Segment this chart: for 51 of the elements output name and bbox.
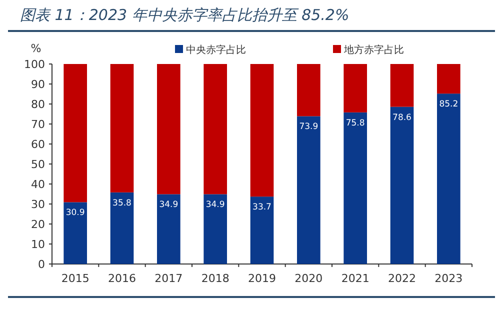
y-tick-label: 90	[31, 78, 45, 91]
data-label: 78.6	[392, 112, 412, 123]
y-tick-label: 60	[31, 138, 45, 151]
x-tick-label: 2017	[154, 272, 183, 285]
data-label: 73.9	[299, 122, 318, 132]
data-label: 35.8	[112, 198, 132, 208]
y-tick-label: 70	[31, 118, 45, 131]
bar	[110, 64, 134, 192]
x-tick-label: 2019	[248, 272, 276, 285]
y-tick-label: 50	[31, 158, 45, 171]
data-label: 85.2	[439, 100, 458, 110]
bar	[437, 94, 460, 264]
y-tick-label: 40	[31, 178, 45, 191]
x-tick-label: 2016	[108, 272, 136, 285]
bar	[64, 202, 87, 264]
bar	[297, 64, 320, 116]
bar	[204, 64, 227, 194]
bar	[250, 196, 274, 264]
data-label: 75.8	[346, 118, 365, 128]
bar	[390, 106, 414, 264]
bar	[344, 64, 367, 112]
bar	[157, 194, 180, 264]
y-tick-label: 80	[31, 98, 45, 111]
data-label: 34.9	[206, 200, 225, 210]
bar	[250, 64, 274, 197]
bar	[157, 64, 180, 194]
bar	[204, 194, 227, 264]
x-tick-label: 2020	[294, 272, 323, 285]
bar	[390, 64, 414, 107]
y-axis-title: %	[30, 42, 42, 55]
bar	[344, 112, 367, 264]
bar	[64, 64, 87, 202]
x-tick-label: 2023	[434, 272, 463, 285]
bar	[297, 116, 320, 264]
legend-label: 地方赤字占比	[343, 44, 404, 56]
y-tick-label: 100	[24, 58, 45, 71]
x-tick-label: 2022	[388, 272, 416, 285]
bar	[437, 64, 460, 94]
y-tick-label: 30	[31, 198, 45, 211]
legend-label: 中央赤字占比	[186, 44, 246, 56]
y-tick-label: 20	[31, 218, 45, 231]
data-label: 34.9	[159, 200, 178, 210]
chart-title: 图表 11：2023 年中央赤字率占比抬升至 85.2%	[20, 6, 350, 24]
data-label: 33.7	[252, 202, 272, 213]
x-tick-label: 2021	[341, 272, 370, 285]
y-tick-label: 0	[38, 258, 45, 271]
y-tick-label: 10	[31, 238, 45, 251]
bar	[110, 192, 134, 264]
x-tick-label: 2018	[201, 272, 230, 285]
x-tick-label: 2015	[61, 272, 90, 285]
data-label: 30.9	[66, 208, 85, 218]
